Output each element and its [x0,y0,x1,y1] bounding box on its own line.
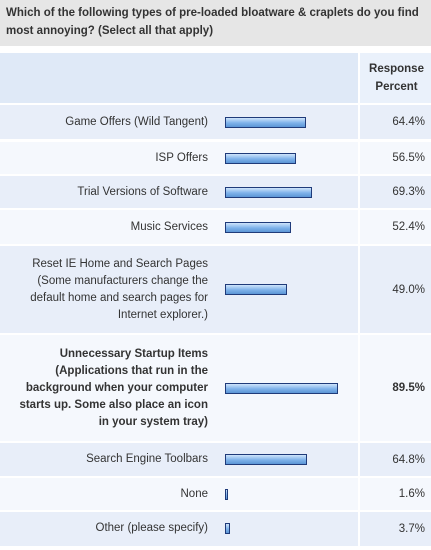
option-label: Reset IE Home and Search Pages (Some manu… [30,258,208,321]
response-bar [225,117,306,128]
response-percent-header-line1: Response [369,63,424,75]
option-label: Unnecessary Startup Items (Applications t… [19,348,208,428]
table-header: Response Percent [0,53,431,103]
response-bar [225,454,307,465]
response-percent-value: 64.4% [358,105,431,139]
bar-track [218,334,356,442]
bar-track [218,209,356,245]
table-row: Game Offers (Wild Tangent) 64.4% [0,105,431,139]
row-divider [0,476,431,478]
option-label: None [180,488,209,500]
response-percent-value: 3.7% [358,511,431,546]
option-label: ISP Offers [155,152,208,164]
question-text: Which of the following types of pre-load… [0,0,431,46]
response-percent-value: 69.3% [358,175,431,209]
table-row: Search Engine Toolbars 64.8% [0,442,431,477]
table-row: Unnecessary Startup Items (Applications t… [0,334,431,442]
row-divider [0,333,431,335]
response-percent-value: 89.5% [358,334,431,442]
table-row: Trial Versions of Software 69.3% [0,175,431,209]
table-row: ISP Offers 56.5% [0,141,431,175]
response-bar [225,187,312,198]
row-divider [0,441,431,443]
response-percent-header: Response Percent [358,53,431,103]
response-percent-value: 1.6% [358,477,431,511]
response-bar [225,523,230,534]
table-row: Reset IE Home and Search Pages (Some manu… [0,245,431,334]
bar-track [218,141,356,175]
option-label: Search Engine Toolbars [86,453,208,465]
response-percent-value: 64.8% [358,442,431,477]
row-divider [0,140,431,142]
response-bar [225,284,287,295]
option-label: Game Offers (Wild Tangent) [65,116,208,128]
option-label: Other (please specify) [95,522,209,534]
bar-track [218,175,356,209]
bar-track [218,511,356,546]
bar-track [218,477,356,511]
table-row: Music Services 52.4% [0,209,431,245]
response-percent-value: 52.4% [358,209,431,245]
response-percent-value: 49.0% [358,245,431,334]
option-label: Music Services [130,221,208,233]
table-row: Other (please specify) 3.7% [0,511,431,546]
bar-track [218,442,356,477]
option-label: Trial Versions of Software [77,186,208,198]
response-bar [225,222,291,233]
response-bar [225,383,338,394]
response-percent-header-line2: Percent [375,81,418,93]
bar-track [218,105,356,139]
response-percent-value: 56.5% [358,141,431,175]
row-divider [0,174,431,176]
table-bottom-border [0,546,431,550]
row-divider [0,510,431,512]
table-row: None 1.6% [0,477,431,511]
response-bar [225,489,228,500]
bar-track [218,245,356,334]
row-divider [0,208,431,210]
response-bar [225,153,296,164]
row-divider [0,244,431,246]
